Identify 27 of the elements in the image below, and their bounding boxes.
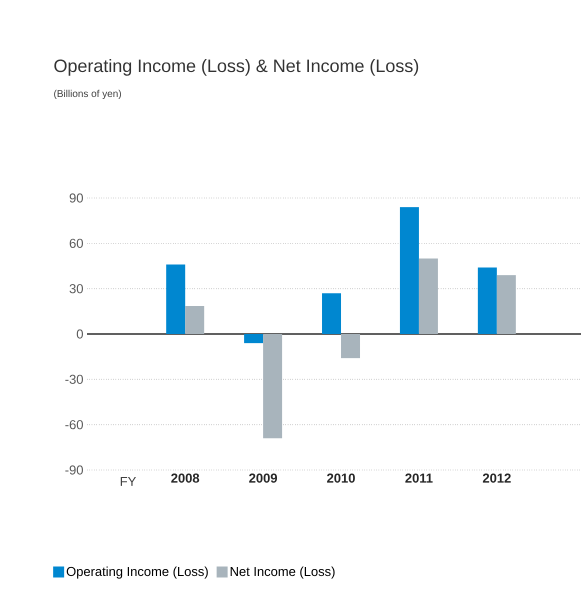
x-tick-label: 2008 [171, 474, 200, 483]
bar [322, 293, 342, 334]
bar [478, 268, 497, 334]
bar [418, 258, 438, 334]
bar [166, 264, 186, 334]
x-axis-title: FY [120, 477, 136, 486]
x-tick-label: 2011 [405, 474, 433, 483]
chart-title: Operating Income (Loss) & Net Income (Loss) [54, 58, 418, 76]
x-tick-label: 2009 [249, 474, 278, 483]
bar [263, 334, 282, 438]
y-tick-label: 60 [70, 238, 83, 248]
legend-label: Net Income (Loss) [230, 566, 335, 579]
x-tick-label: 2010 [327, 474, 355, 483]
y-tick-label: 90 [70, 193, 83, 203]
bar [185, 306, 204, 334]
y-tick-label: -30 [65, 374, 83, 384]
y-tick-label: 0 [76, 329, 83, 339]
bar [496, 275, 516, 334]
bar [341, 334, 360, 358]
legend-label: Operating Income (Loss) [66, 566, 208, 579]
y-tick-label: -60 [65, 420, 83, 430]
chart-subtitle: (Billions of yen) [54, 90, 121, 100]
y-tick-label: -90 [65, 465, 83, 475]
y-tick-label: 30 [70, 284, 83, 294]
bar [400, 207, 419, 334]
bar [244, 334, 264, 344]
x-tick-label: 2012 [482, 474, 511, 483]
